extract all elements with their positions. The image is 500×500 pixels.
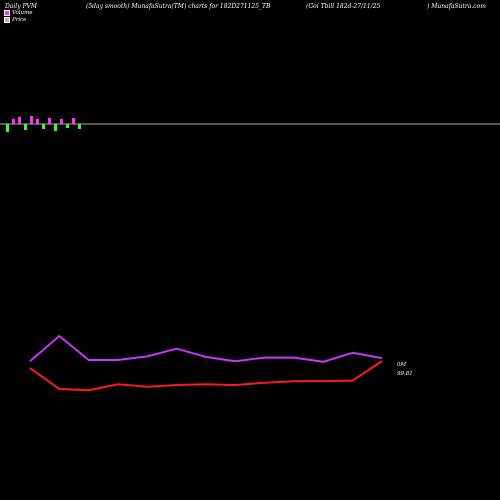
pvm-bar xyxy=(30,116,33,124)
chart-type-label: Daily PVM xyxy=(5,3,38,10)
chart-title: (5day smooth) MunafaSutra(TM) charts for… xyxy=(86,3,271,10)
pvm-bar xyxy=(72,118,75,124)
volume-bars xyxy=(6,116,81,132)
volume-end-label: 0M xyxy=(397,362,406,368)
price-swatch-icon xyxy=(4,17,10,23)
legend-volume-label: Volume xyxy=(12,10,33,16)
legend-price: Price xyxy=(4,17,26,23)
pvm-bar xyxy=(36,119,39,124)
pvm-bar xyxy=(12,119,15,124)
pvm-bar xyxy=(24,124,27,130)
pvm-bar xyxy=(42,124,45,129)
security-name: (Goi Tbill 182d-27/11/25 xyxy=(306,3,381,10)
volume-swatch-icon xyxy=(4,10,10,16)
pvm-bar xyxy=(48,118,51,124)
legend-volume: Volume xyxy=(4,10,33,16)
legend-price-label: Price xyxy=(12,17,27,23)
pvm-bar xyxy=(78,124,81,129)
price-line xyxy=(29,360,383,392)
site-name: ) MunafaSutra.com xyxy=(427,3,486,10)
price-end-label: 99.81 xyxy=(397,371,413,377)
pvm-bar xyxy=(54,124,57,131)
pvm-bar xyxy=(60,119,63,124)
pvm-bar xyxy=(66,124,69,128)
pvm-bar xyxy=(18,117,21,124)
volume-line xyxy=(29,334,383,363)
pvm-bar xyxy=(6,124,9,132)
